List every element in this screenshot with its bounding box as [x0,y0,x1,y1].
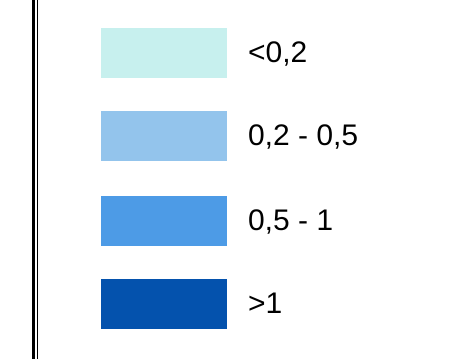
legend-swatch [101,196,227,246]
map-frame-border-inner [37,0,38,359]
legend-label: 0,5 - 1 [248,204,334,237]
legend-swatch [101,111,227,161]
legend-item-0-5-to-1: 0,5 - 1 [101,196,333,246]
legend-swatch [101,28,227,78]
legend-label: >1 [248,287,283,320]
legend-item-less-0-2: <0,2 [101,28,307,78]
legend-label: <0,2 [248,36,308,69]
legend-label: 0,2 - 0,5 [248,119,359,152]
legend-swatch [101,279,227,329]
legend-item-0-2-to-0-5: 0,2 - 0,5 [101,111,358,161]
map-frame-border-outer [32,0,35,359]
legend-item-greater-1: >1 [101,279,282,329]
